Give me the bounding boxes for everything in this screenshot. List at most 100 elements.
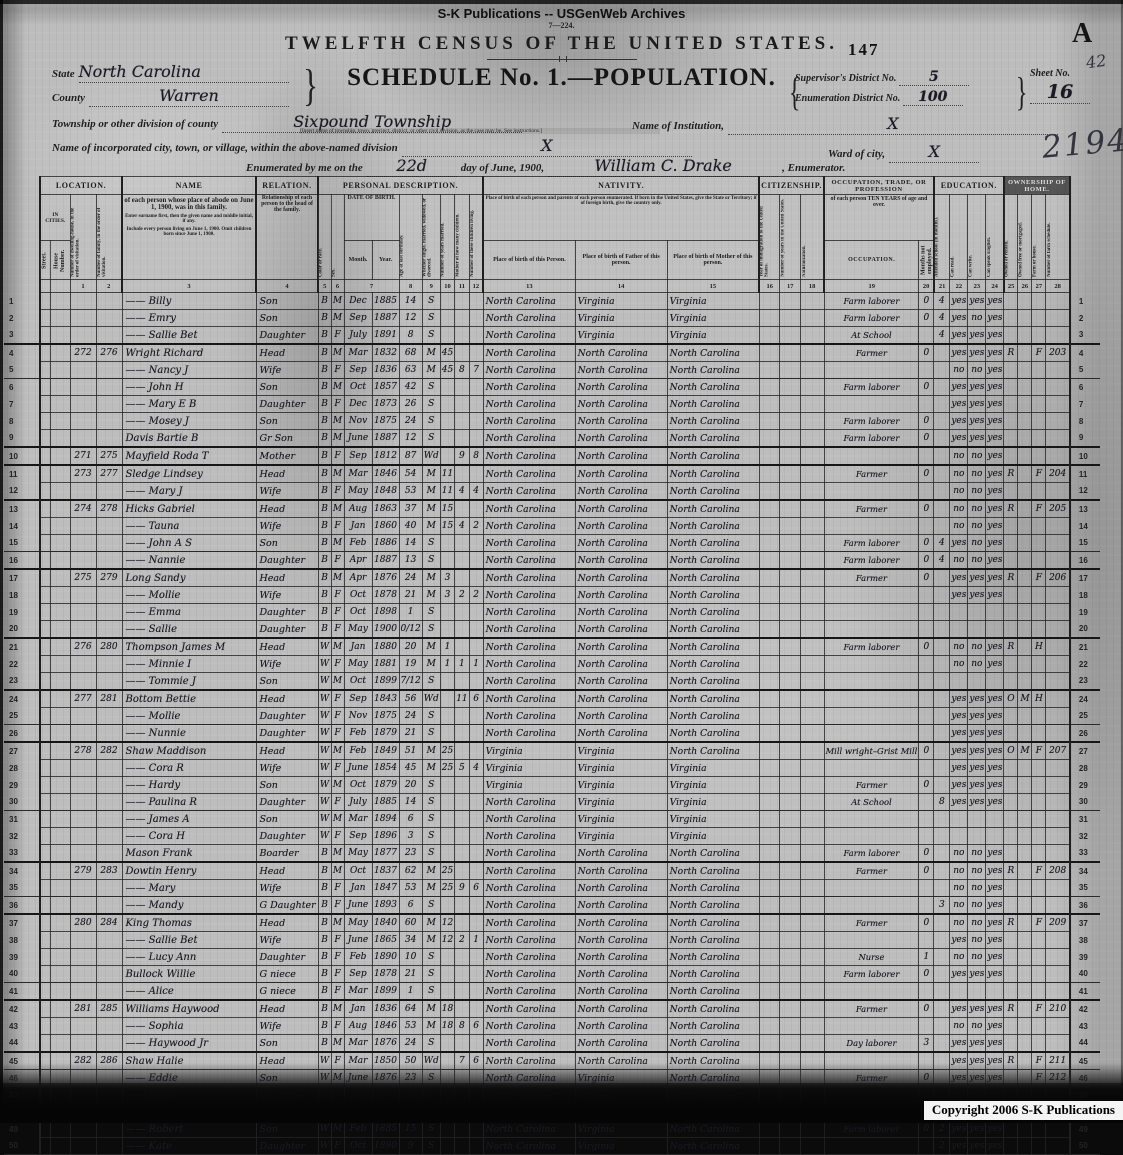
cell-write: yes bbox=[967, 1034, 987, 1053]
cell-yrs_us bbox=[779, 844, 802, 863]
cell-english: yes bbox=[985, 931, 1005, 949]
cell-read: yes bbox=[949, 1120, 969, 1138]
cell-children_living bbox=[468, 343, 484, 362]
cell-house bbox=[49, 361, 71, 379]
cell-relation: Head bbox=[255, 464, 319, 483]
cell-relation: Wife bbox=[255, 361, 319, 379]
table-row: 7 —— Mary E B Daughter B F Dec 1873 26 S North Ca… bbox=[4, 395, 1100, 413]
cell-name: —— Emry bbox=[121, 309, 257, 327]
cell-pob_mother: Virginia bbox=[666, 827, 760, 845]
cell-owned_rented bbox=[1003, 948, 1019, 966]
colnum-18: 18 bbox=[800, 279, 825, 293]
cell-year: 1893 bbox=[371, 896, 400, 915]
table-row: 31 —— James A Son W M Mar 1894 6 S North Carolina… bbox=[4, 810, 1100, 828]
cell-farm_schedule: 206 bbox=[1045, 568, 1071, 587]
cell-street bbox=[39, 464, 51, 483]
county-label: County bbox=[52, 92, 86, 104]
cell-family bbox=[95, 655, 123, 673]
cell-farm_schedule bbox=[1045, 551, 1071, 570]
cell-month: Oct bbox=[343, 672, 373, 691]
cell-pob_father: North Carolina bbox=[574, 395, 668, 413]
cell-owned_rented bbox=[1003, 603, 1019, 621]
cell-yrs_married: 15 bbox=[439, 499, 456, 518]
cell-house bbox=[49, 1017, 71, 1035]
cell-pob_mother: Virginia bbox=[666, 292, 760, 310]
cell-yrs_us bbox=[779, 672, 802, 691]
cell-mother_of: 4 bbox=[454, 517, 470, 535]
cell-farm_schedule: 211 bbox=[1045, 1051, 1071, 1070]
cell-pob_father: North Carolina bbox=[574, 464, 668, 483]
cell-year: 1854 bbox=[371, 759, 400, 777]
cell-month: Feb bbox=[343, 948, 373, 966]
cell-children_living bbox=[468, 620, 484, 639]
cell-pob_father: Virginia bbox=[574, 776, 668, 794]
cell-color: B bbox=[317, 551, 332, 570]
cell-marital: S bbox=[421, 309, 441, 327]
cell-read: no bbox=[949, 637, 969, 656]
cell-color: B bbox=[317, 861, 332, 880]
cell-pob: North Carolina bbox=[482, 429, 576, 448]
cell-english: yes bbox=[985, 896, 1005, 915]
col-dwelling-number: Number of dwelling-house, in the order o… bbox=[70, 194, 96, 280]
cell-write bbox=[967, 982, 987, 1001]
cell-yrs_us bbox=[779, 429, 802, 448]
cell-children_living bbox=[468, 793, 484, 811]
supervisor-district-value: 5 bbox=[929, 69, 939, 85]
cell-name: —— Sallie Bet bbox=[121, 326, 257, 345]
district-block: { } Supervisor's District No. 5 Enumerat… bbox=[789, 66, 1027, 114]
cell-dwelling bbox=[69, 793, 97, 811]
table-row: 30 —— Paulina R Daughter W F July 1885 14 S North… bbox=[4, 793, 1100, 811]
cell-color: W bbox=[317, 741, 332, 760]
institution-value: X bbox=[887, 114, 899, 133]
cell-farm_schedule: 203 bbox=[1045, 343, 1071, 362]
cell-free_mortgaged bbox=[1017, 620, 1033, 639]
row-number-left: 26 bbox=[9, 728, 18, 738]
cell-read: no bbox=[949, 913, 969, 932]
row-number-right: 37 bbox=[1069, 913, 1100, 932]
row-number-left: 18 bbox=[9, 590, 18, 600]
cell-family bbox=[95, 412, 123, 430]
cell-english: yes bbox=[985, 879, 1005, 897]
cell-months_unemployed: 0 bbox=[918, 499, 935, 518]
cell-farm_schedule bbox=[1045, 326, 1071, 345]
row-number-left: 1 bbox=[9, 296, 14, 306]
cell-name: —— Billy bbox=[121, 292, 257, 310]
cell-year: 1891 bbox=[371, 326, 400, 345]
cell-naturalization bbox=[800, 844, 825, 863]
cell-relation: Daughter bbox=[255, 603, 319, 621]
cell-months_unemployed: 0 bbox=[918, 741, 935, 760]
cell-imm_year bbox=[758, 879, 781, 897]
cell-imm_year bbox=[758, 1120, 781, 1138]
cell-month: Feb bbox=[343, 1120, 373, 1138]
sheet-no-value: 16 bbox=[1046, 81, 1074, 103]
cell-owned_rented bbox=[1003, 982, 1019, 1001]
cell-name: —— John H bbox=[121, 378, 257, 396]
cell-farm_schedule bbox=[1045, 395, 1071, 413]
cell-naturalization bbox=[800, 517, 825, 535]
row-number-right: 15 bbox=[1069, 534, 1100, 552]
sheet-no-block: Sheet No. 16 bbox=[1030, 68, 1090, 104]
enumerated-day: 22d bbox=[396, 156, 428, 175]
cell-occupation bbox=[823, 689, 920, 708]
cell-mother_of bbox=[454, 378, 470, 396]
cell-occupation: Farmer bbox=[823, 776, 920, 794]
cell-age: 14 bbox=[398, 534, 423, 552]
cell-marital: S bbox=[421, 292, 441, 310]
cell-free_mortgaged bbox=[1017, 810, 1033, 828]
cell-pob: North Carolina bbox=[482, 395, 576, 413]
cell-house bbox=[49, 810, 71, 828]
cell-free_mortgaged bbox=[1017, 896, 1033, 915]
cell-pob_father: Virginia bbox=[574, 793, 668, 811]
cell-pob_mother: Virginia bbox=[666, 793, 760, 811]
cell-yrs_married: 12 bbox=[439, 913, 456, 932]
cell-occupation: Farm laborer bbox=[823, 378, 920, 396]
cell-occupation: Farm laborer bbox=[823, 292, 920, 310]
cell-pob_father: North Carolina bbox=[574, 707, 668, 725]
cell-yrs_married bbox=[439, 689, 456, 708]
cell-year: 1846 bbox=[371, 464, 400, 483]
table-row: 10 271 275 Mayfield Roda T Mother B F Sep 1812 87… bbox=[4, 446, 1100, 466]
cell-color: B bbox=[317, 395, 332, 413]
cell-sex: M bbox=[330, 999, 345, 1018]
cell-yrs_married bbox=[439, 309, 456, 327]
row-number-left: 15 bbox=[4, 534, 40, 552]
